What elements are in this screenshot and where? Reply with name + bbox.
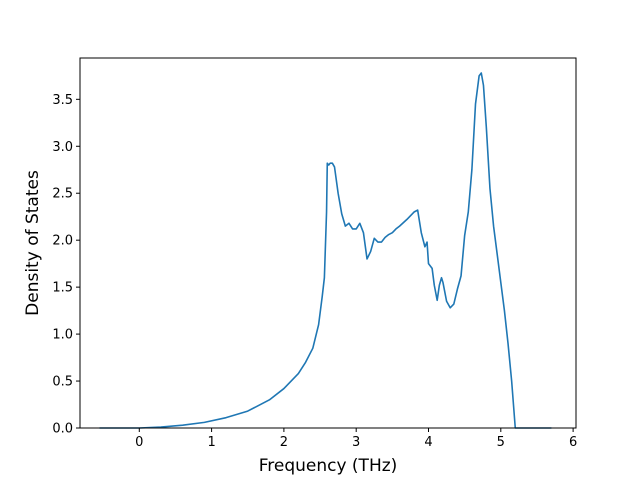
x-tick-label: 3 bbox=[352, 435, 360, 450]
y-tick-label: 0.5 bbox=[52, 375, 73, 390]
y-tick-label: 1.5 bbox=[52, 281, 73, 296]
y-axis-label: Density of States bbox=[23, 170, 43, 316]
y-tick-label: 2.5 bbox=[52, 187, 73, 202]
y-tick-label: 2.0 bbox=[52, 234, 73, 249]
dos-series-line bbox=[99, 72, 552, 429]
x-tick-label: 6 bbox=[569, 435, 577, 450]
y-tick-label: 3.5 bbox=[52, 93, 73, 108]
x-axis-label: Frequency (THz) bbox=[259, 456, 398, 476]
x-tick-label: 4 bbox=[424, 435, 432, 450]
tick-layer: 0 1 2 3 4 5 6 0.0 0.5 1.0 1.5 2.0 2.5 3.0 3.5 bbox=[52, 93, 577, 450]
x-tick-label: 5 bbox=[497, 435, 505, 450]
y-tick-label: 0.0 bbox=[52, 422, 73, 437]
x-tick-label: 1 bbox=[207, 435, 215, 450]
x-tick-label: 0 bbox=[135, 435, 143, 450]
plot-frame bbox=[79, 57, 577, 429]
series-layer bbox=[99, 72, 552, 429]
y-tick-label: 1.0 bbox=[52, 328, 73, 343]
x-tick-label: 2 bbox=[280, 435, 288, 450]
y-tick-label: 3.0 bbox=[52, 140, 73, 155]
plot-area-background bbox=[80, 58, 576, 428]
